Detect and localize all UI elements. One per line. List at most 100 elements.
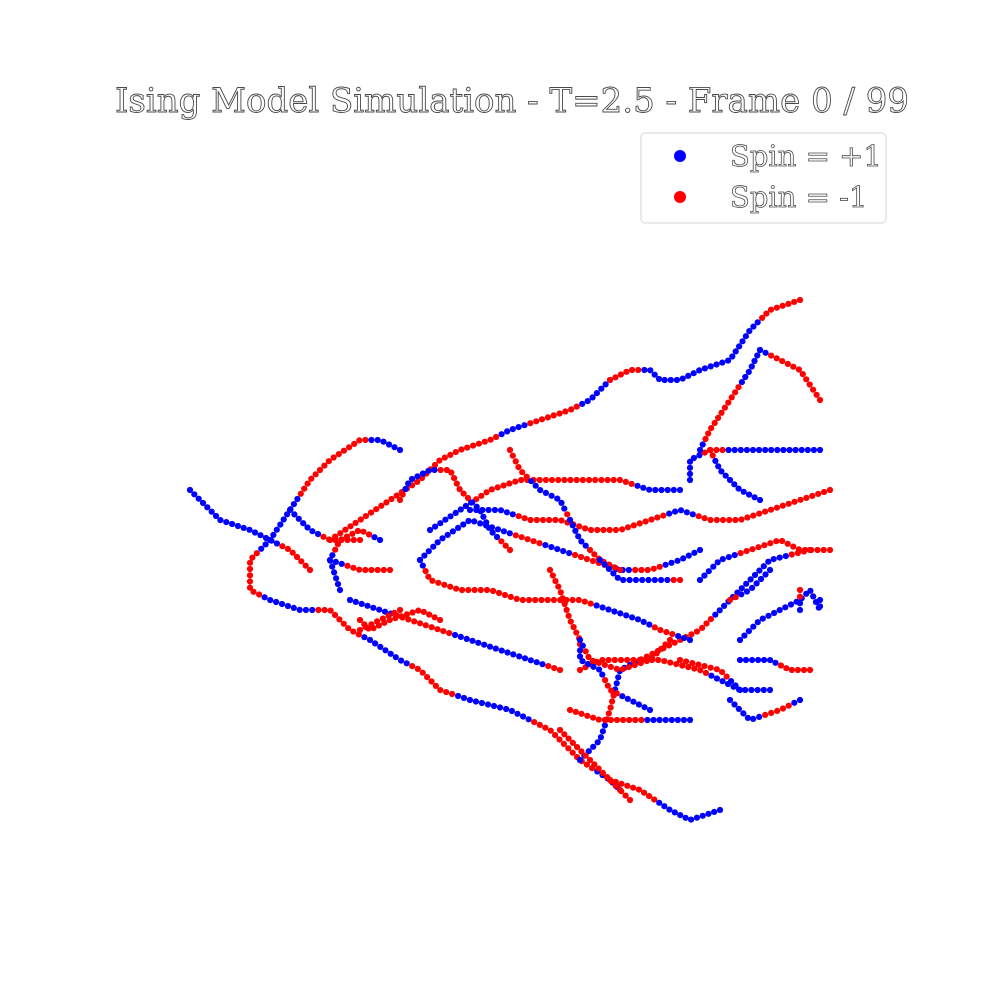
spin-plus-point — [647, 367, 654, 374]
spin-plus-point — [452, 509, 459, 516]
spin-plus-point — [566, 550, 573, 557]
spin-plus-point — [504, 428, 511, 435]
spin-plus-point — [304, 524, 311, 531]
spin-minus-point — [644, 566, 651, 574]
spin-plus-point — [696, 546, 704, 554]
spin-minus-point — [521, 515, 528, 522]
spin-minus-point — [783, 665, 790, 672]
spin-minus-point — [592, 476, 599, 484]
spin-plus-point — [403, 660, 410, 667]
spin-minus-point — [549, 572, 556, 579]
spin-minus-point — [556, 666, 564, 674]
spin-minus-point — [604, 774, 611, 781]
spin-minus-point — [570, 624, 577, 631]
spin-minus-point — [563, 606, 570, 614]
spin-plus-point — [405, 480, 412, 487]
spin-plus-point — [816, 446, 824, 454]
spin-plus-point — [503, 705, 510, 713]
spin-points-layer — [186, 296, 834, 823]
spin-plus-point — [589, 394, 596, 401]
spin-minus-point — [806, 381, 813, 388]
spin-plus-point — [266, 536, 274, 544]
spin-minus-point — [707, 616, 715, 623]
spin-plus-point — [620, 576, 627, 584]
spin-plus-point — [774, 446, 781, 454]
spin-minus-point — [246, 584, 254, 591]
spin-minus-point — [595, 659, 602, 667]
spin-minus-point — [380, 566, 387, 574]
spin-plus-point — [516, 653, 523, 660]
spin-plus-point — [725, 554, 732, 561]
spin-minus-point — [796, 296, 804, 304]
spin-minus-point — [386, 566, 394, 574]
spin-plus-point — [713, 361, 720, 368]
spin-plus-point — [780, 446, 787, 454]
spin-plus-point — [280, 516, 287, 523]
spin-minus-point — [572, 708, 579, 716]
spin-plus-point — [462, 502, 469, 510]
spin-minus-point — [506, 546, 514, 554]
spin-plus-point — [273, 598, 280, 606]
spin-plus-point — [525, 716, 532, 723]
spin-minus-point — [556, 410, 563, 417]
spin-minus-point — [642, 518, 649, 525]
spin-minus-point — [538, 596, 545, 604]
spin-minus-point — [707, 516, 714, 524]
spin-plus-point — [756, 567, 763, 574]
spin-minus-point — [253, 550, 260, 557]
spin-plus-point — [485, 506, 492, 514]
spin-minus-point — [599, 769, 607, 777]
spin-minus-point — [631, 662, 638, 669]
spin-plus-point — [736, 686, 744, 694]
spin-plus-point — [712, 457, 719, 464]
spin-minus-point — [362, 513, 369, 520]
spin-plus-point — [705, 568, 712, 575]
spin-plus-point — [599, 671, 606, 678]
spin-plus-point — [743, 588, 751, 595]
spin-plus-point — [542, 489, 550, 496]
spin-minus-point — [362, 566, 369, 574]
spin-minus-point — [350, 536, 357, 544]
spin-minus-point — [609, 698, 616, 705]
spin-minus-point — [246, 578, 254, 585]
spin-minus-point — [399, 491, 406, 498]
spin-minus-point — [409, 663, 416, 670]
spin-plus-point — [680, 555, 687, 562]
spin-minus-point — [350, 564, 357, 571]
spin-minus-point — [612, 374, 619, 381]
spin-minus-point — [719, 446, 726, 454]
spin-plus-point — [597, 734, 605, 741]
spin-plus-point — [674, 716, 681, 724]
spin-plus-point — [792, 446, 799, 454]
spin-minus-point — [654, 514, 661, 521]
spin-plus-point — [766, 686, 774, 694]
spin-plus-point — [578, 538, 585, 545]
spin-plus-point — [719, 678, 726, 685]
spin-minus-point — [575, 596, 582, 604]
spin-minus-point — [506, 480, 513, 487]
spin-minus-point — [289, 549, 296, 556]
spin-plus-point — [489, 529, 496, 536]
spin-minus-point — [601, 661, 608, 669]
spin-plus-point — [721, 602, 728, 610]
spin-plus-point — [753, 580, 760, 587]
spin-plus-point — [804, 446, 811, 454]
spin-minus-point — [608, 687, 615, 694]
spin-minus-point — [373, 506, 380, 513]
spin-plus-point — [402, 485, 409, 493]
spin-plus-point — [673, 376, 681, 384]
spin-plus-point — [766, 566, 774, 574]
spin-plus-point — [539, 661, 546, 668]
spin-plus-point — [533, 659, 540, 666]
spin-minus-point — [619, 526, 626, 533]
spin-plus-point — [478, 699, 485, 707]
spin-minus-point — [477, 586, 484, 594]
spin-plus-point — [364, 602, 371, 609]
spin-minus-point — [556, 736, 563, 743]
spin-minus-point — [539, 516, 547, 524]
spin-minus-point — [470, 442, 477, 449]
spin-plus-point — [434, 539, 441, 546]
spin-minus-point — [550, 412, 557, 419]
spin-minus-point — [820, 546, 827, 554]
spin-minus-point — [735, 384, 742, 391]
